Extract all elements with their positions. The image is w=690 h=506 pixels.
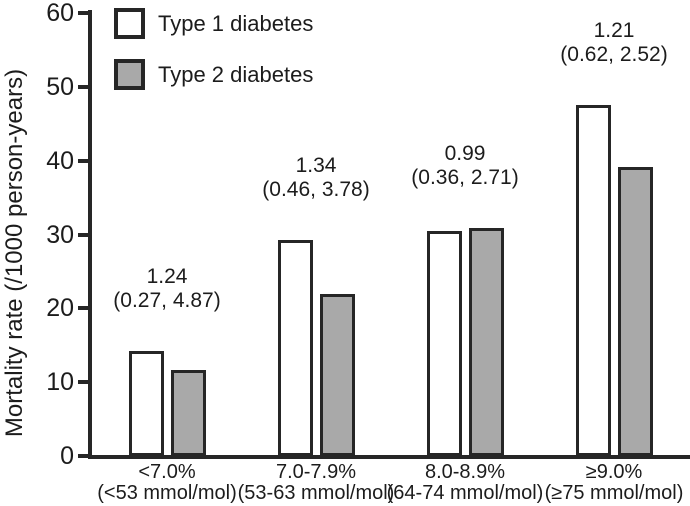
y-axis-tick-label: 40 xyxy=(46,146,74,175)
hazard-ratio-annotation: 1.34 (0.46, 3.78) xyxy=(221,154,411,202)
type1-swatch-icon xyxy=(114,8,145,39)
category-range-mmol: (64-74 mmol/mol) xyxy=(386,482,544,504)
bar-type2-diabetes xyxy=(468,228,504,456)
hazard-ratio-value: 1.24 xyxy=(146,265,188,289)
plot-area: 1.24 (0.27, 4.87) 1.34 (0.46, 3.78) 0.99 (0.3… xyxy=(90,13,690,456)
bar-type2-diabetes xyxy=(617,167,653,456)
y-axis-tick xyxy=(78,11,92,15)
hazard-ratio-value: 1.21 xyxy=(593,18,635,42)
y-axis-tick-label: 20 xyxy=(46,294,74,323)
y-axis-tick-label: 30 xyxy=(46,220,74,249)
x-axis-category-label: ≥9.0% (≥75 mmol/mol) xyxy=(524,462,690,504)
category-range: 8.0-8.9% xyxy=(424,461,506,483)
category-range: <7.0% xyxy=(138,461,196,483)
hazard-ratio-value: 1.34 xyxy=(295,153,337,177)
confidence-interval: (0.27, 4.87) xyxy=(113,289,221,313)
y-axis-tick xyxy=(78,84,92,89)
bar-type1-diabetes xyxy=(575,105,611,456)
x-axis-category-label: 8.0-8.9% (64-74 mmol/mol) xyxy=(375,462,555,504)
legend-entry-type1: Type 1 diabetes xyxy=(114,8,313,39)
bar-type1-diabetes xyxy=(426,231,462,456)
hazard-ratio-annotation: 1.24 (0.27, 4.87) xyxy=(72,265,262,313)
bar-type1-diabetes xyxy=(128,351,164,456)
x-axis-line xyxy=(88,455,690,459)
y-axis-tick-label: 0 xyxy=(60,442,74,470)
hazard-ratio-annotation: 1.21 (0.62, 2.52) xyxy=(519,19,690,67)
legend-label-type2: Type 2 diabetes xyxy=(158,61,314,87)
confidence-interval: (0.36, 2.71) xyxy=(411,165,519,189)
y-axis-tick xyxy=(78,306,92,311)
y-axis-tick xyxy=(78,380,92,385)
x-axis-category-label: <7.0% (<53 mmol/mol) xyxy=(77,462,257,504)
category-range-mmol: (<53 mmol/mol) xyxy=(97,482,237,504)
bar-type1-diabetes xyxy=(277,240,313,456)
category-range: 7.0-7.9% xyxy=(275,461,357,483)
y-axis-tick xyxy=(78,158,92,163)
bar-type2-diabetes xyxy=(319,294,355,456)
y-axis-tick xyxy=(78,232,92,237)
category-range-mmol: (53-63 mmol/mol) xyxy=(237,482,395,504)
confidence-interval: (0.46, 3.78) xyxy=(262,177,370,201)
y-axis-tick-label: 60 xyxy=(46,0,74,27)
confidence-interval: (0.62, 2.52) xyxy=(560,42,668,66)
type2-swatch-icon xyxy=(114,59,145,90)
category-range-mmol: (≥75 mmol/mol) xyxy=(544,482,684,504)
hazard-ratio-value: 0.99 xyxy=(444,141,486,165)
y-axis-tick-label: 50 xyxy=(46,72,74,101)
y-axis-tick xyxy=(78,454,92,458)
bar-type2-diabetes xyxy=(170,370,206,456)
y-axis-tick-label: 10 xyxy=(46,368,74,397)
legend-label-type1: Type 1 diabetes xyxy=(158,10,314,36)
category-range: ≥9.0% xyxy=(585,461,643,483)
hazard-ratio-annotation: 0.99 (0.36, 2.71) xyxy=(370,142,560,190)
legend-entry-type2: Type 2 diabetes xyxy=(114,59,313,90)
x-axis-category-label: 7.0-7.9% (53-63 mmol/mol) xyxy=(226,462,406,504)
